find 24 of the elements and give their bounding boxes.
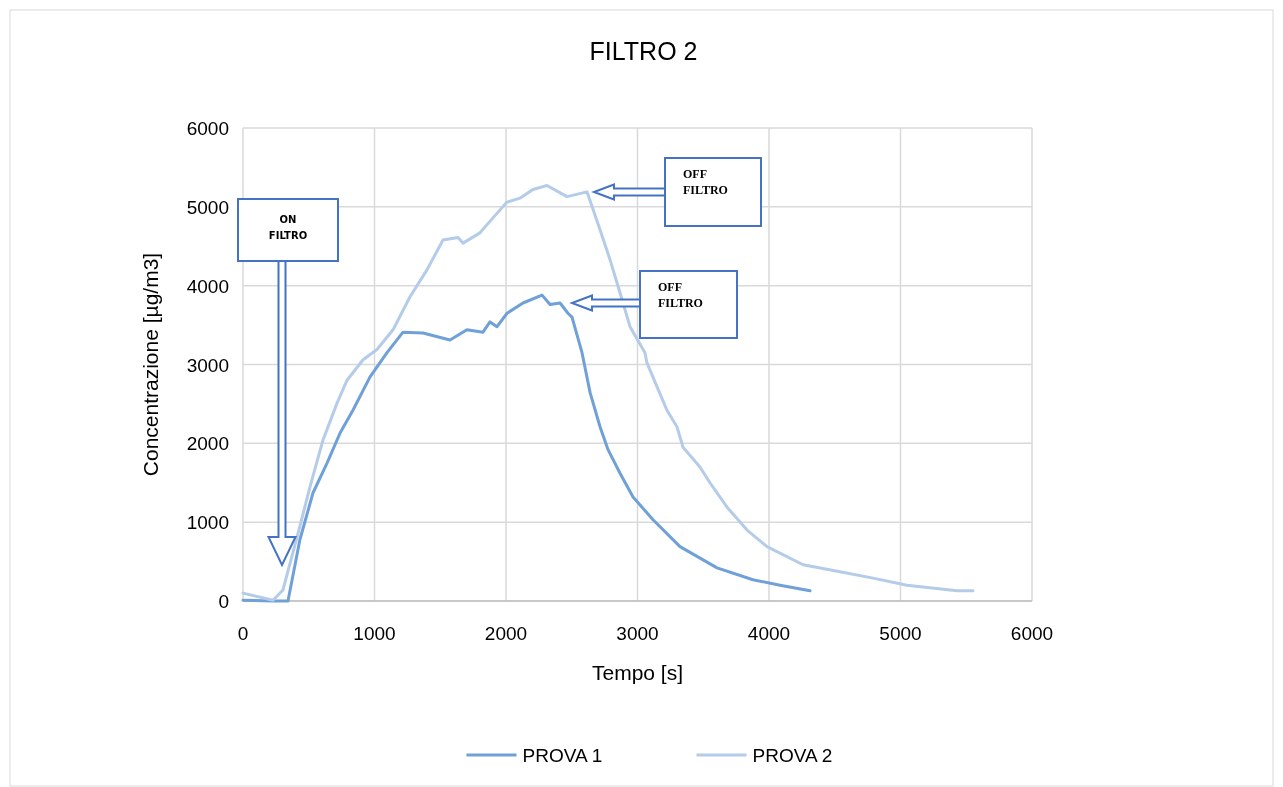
y-tick-label: 0 [218,591,229,612]
legend-label: PROVA 1 [522,745,603,766]
line-series [241,184,975,602]
x-tick-label: 4000 [747,623,791,644]
annotation: ON FILTRO [268,214,308,241]
chart-title: FILTRO 2 [589,37,698,65]
x-tick-label: 2000 [484,623,528,644]
x-tick-label: 5000 [879,623,922,644]
y-tick-label: 5000 [186,196,229,218]
y-tick-label: 1000 [186,512,229,534]
x-tick-label: 3000 [616,623,659,644]
x-tick-label: 6000 [1010,623,1054,644]
y-axis-title: Concentrazione [µg/m3] [139,252,162,477]
annotation: OFF FILTRO [683,167,728,197]
y-tick-label: 6000 [186,118,229,139]
x-tick-label: 0 [237,623,249,644]
y-tick-label: 2000 [186,433,229,455]
y-tick-label: 4000 [186,275,229,297]
line-series [241,293,812,603]
legend-label: PROVA 2 [752,745,833,766]
x-axis-title: Tempo [s] [591,661,684,684]
x-tick-label: 1000 [353,623,396,644]
annotation: OFF FILTRO [658,280,703,310]
y-tick-label: 3000 [186,354,229,376]
